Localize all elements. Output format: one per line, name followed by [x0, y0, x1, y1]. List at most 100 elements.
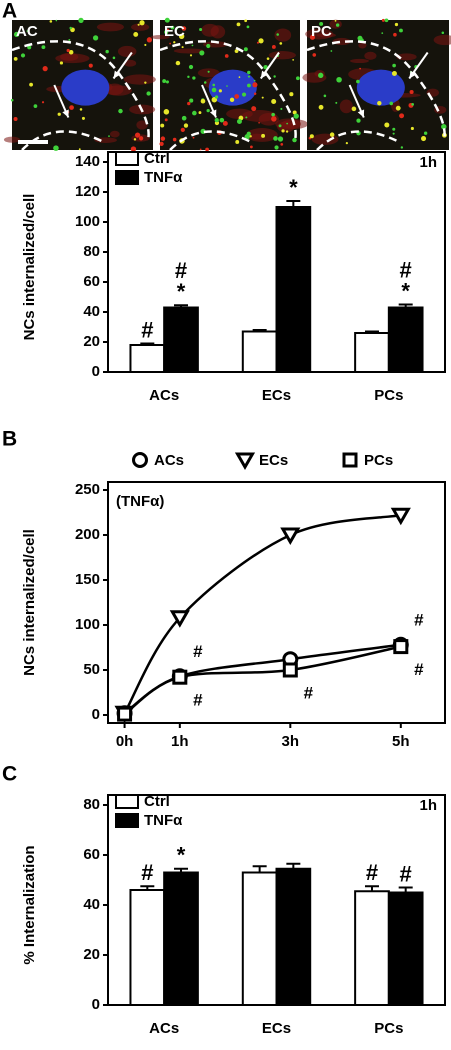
- particle: [139, 20, 145, 26]
- significance-mark: #: [414, 660, 424, 679]
- particle: [199, 27, 203, 32]
- particle: [276, 33, 279, 36]
- particle: [146, 91, 151, 96]
- subtitle: (TNFα): [116, 493, 164, 510]
- particle: [381, 18, 385, 22]
- particle: [173, 41, 176, 44]
- particle: [13, 56, 18, 61]
- particle: [212, 83, 216, 87]
- cell-border: [169, 130, 252, 151]
- particle: [234, 49, 239, 53]
- marker: [342, 452, 358, 468]
- x-tick-label: ACs: [149, 1020, 179, 1037]
- particle: [180, 127, 185, 133]
- particle: [336, 76, 342, 83]
- y-axis-label: % Internalization: [21, 845, 38, 964]
- particle: [335, 23, 340, 27]
- particle: [169, 42, 172, 45]
- y-tick-label: 120: [75, 183, 100, 200]
- particle: [309, 34, 315, 40]
- particle: [162, 79, 167, 83]
- particle: [247, 83, 251, 88]
- significance-mark: #: [193, 642, 203, 661]
- y-tick-label: 50: [83, 661, 100, 678]
- particle: [273, 75, 276, 78]
- cell-stain: [433, 34, 451, 46]
- particle: [252, 82, 258, 88]
- particle: [226, 85, 228, 87]
- x-tick-label: ECs: [262, 387, 291, 404]
- cell-stain: [117, 45, 137, 58]
- particle: [183, 123, 189, 128]
- particle: [160, 136, 166, 141]
- bar: [354, 332, 390, 373]
- cell-stain: [241, 110, 277, 122]
- cell-stain: [197, 68, 220, 78]
- arrow-head: [209, 109, 217, 118]
- legend-swatch: [115, 813, 139, 828]
- y-tick-label: 100: [75, 213, 100, 230]
- particle: [200, 98, 206, 104]
- legend-swatch: [115, 794, 139, 809]
- particle: [356, 79, 360, 84]
- particle: [133, 138, 137, 141]
- particle: [280, 143, 284, 146]
- particle: [199, 50, 205, 56]
- particle: [280, 107, 283, 111]
- arrow-head: [62, 109, 69, 118]
- y-tick-label: 20: [83, 946, 100, 963]
- bar: [354, 890, 390, 1006]
- particle: [293, 113, 299, 119]
- cell-stain: [350, 58, 369, 64]
- arrow-head: [409, 70, 417, 79]
- particle: [234, 94, 240, 99]
- marker: [280, 527, 301, 546]
- cell-stain: [274, 28, 292, 42]
- particle: [78, 148, 81, 151]
- particle: [330, 50, 333, 52]
- y-tick-label: 40: [83, 303, 100, 320]
- particle: [249, 135, 252, 138]
- y-tick-label: 60: [83, 846, 100, 863]
- particle: [278, 124, 282, 128]
- particle: [55, 19, 58, 22]
- particle: [59, 61, 64, 65]
- cell-stain: [396, 53, 417, 61]
- particle: [191, 44, 194, 47]
- particle: [49, 20, 53, 23]
- particle: [281, 129, 285, 133]
- particle: [160, 123, 165, 128]
- bar: [387, 306, 424, 373]
- significance-mark: *: [401, 278, 410, 303]
- particle: [229, 97, 235, 103]
- particle: [312, 53, 317, 57]
- legend-swatch: [115, 170, 139, 185]
- cell-stain: [277, 121, 295, 133]
- cell-border: [21, 130, 105, 151]
- particle: [206, 108, 210, 113]
- particle: [244, 134, 250, 140]
- particle: [351, 106, 357, 112]
- bar: [275, 206, 312, 373]
- particle: [256, 41, 260, 44]
- cell-stain: [268, 51, 296, 60]
- micrograph-label: EC: [164, 23, 185, 40]
- significance-mark: *: [177, 843, 186, 868]
- particle: [13, 117, 18, 122]
- particle: [409, 89, 414, 95]
- cell-stain: [150, 35, 170, 40]
- cell-stain: [3, 136, 21, 143]
- particle: [211, 97, 218, 103]
- legend-label: TNFα: [144, 169, 183, 186]
- nucleus: [208, 69, 257, 106]
- particle: [335, 101, 338, 104]
- marker: [169, 610, 190, 628]
- arrow-head: [260, 70, 268, 79]
- cell-stain: [96, 22, 124, 32]
- particle: [261, 133, 266, 138]
- particle: [164, 30, 169, 35]
- particle: [68, 50, 74, 55]
- particle: [42, 66, 48, 72]
- fit-line: [123, 513, 402, 714]
